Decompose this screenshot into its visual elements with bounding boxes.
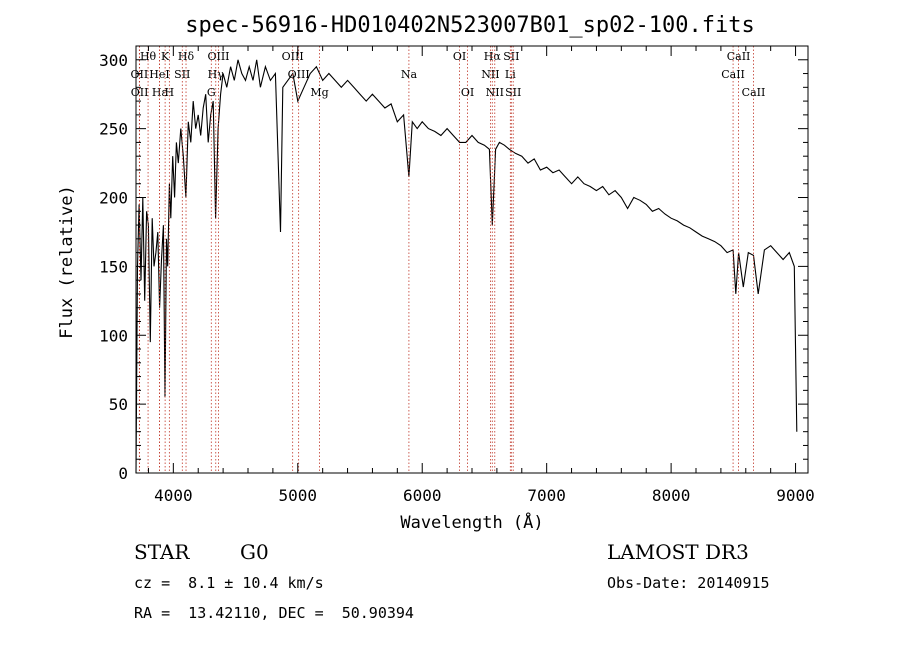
line-marker-label: Mg xyxy=(310,86,328,99)
line-marker-label: CaII xyxy=(727,50,751,63)
x-tick-label: 4000 xyxy=(154,486,193,505)
x-tick-label: 5000 xyxy=(279,486,318,505)
line-marker-label: HeI xyxy=(149,68,169,81)
line-marker-label: SII xyxy=(503,50,519,63)
spectrum-chart: spec-56916-HD010402N523007B01_sp02-100.f… xyxy=(57,13,815,533)
y-tick-label: 100 xyxy=(99,326,128,345)
line-marker-label: OI xyxy=(461,86,474,99)
y-tick-label: 300 xyxy=(99,51,128,70)
x-tick-label: 6000 xyxy=(403,486,442,505)
axes: 4000 5000 6000 7000 8000 9000 0 50 100 150 200 250 3… xyxy=(99,45,815,505)
line-marker-label: Hα xyxy=(484,50,502,63)
survey-name: LAMOST DR3 xyxy=(607,540,749,564)
line-marker-label: OII xyxy=(131,86,149,99)
line-marker-label: Hδ xyxy=(178,50,195,63)
line-marker-label: Na xyxy=(401,68,418,81)
flux-series-line xyxy=(135,59,798,474)
subclass: G0 xyxy=(240,540,269,564)
redshift-readout: cz = 8.1 ± 10.4 km/s xyxy=(134,574,324,592)
line-marker-label: H xyxy=(165,86,175,99)
line-marker-label: SII xyxy=(505,86,521,99)
line-marker-label: NII xyxy=(481,68,499,81)
x-tick-label: 7000 xyxy=(527,486,566,505)
x-axis-label: Wavelength (Å) xyxy=(400,511,543,533)
obs-date: Obs-Date: 20140915 xyxy=(607,574,770,592)
y-tick-label: 150 xyxy=(99,257,128,276)
y-tick-label: 50 xyxy=(109,395,128,414)
x-tick-label: 9000 xyxy=(776,486,815,505)
line-marker-label: OI xyxy=(453,50,466,63)
line-marker-label: Hγ xyxy=(208,68,225,81)
line-marker-label: OIII xyxy=(282,50,304,63)
object-class: STAR xyxy=(134,540,190,564)
line-marker-label: Hθ xyxy=(140,50,157,63)
chart-title: spec-56916-HD010402N523007B01_sp02-100.f… xyxy=(185,13,755,38)
plot-area xyxy=(135,59,798,474)
line-marker-label: OIII xyxy=(288,68,310,81)
line-marker-label: CaII xyxy=(742,86,766,99)
line-marker-label: Li xyxy=(505,68,516,81)
y-tick-label: 0 xyxy=(118,464,128,483)
line-marker-label: OIII xyxy=(207,50,229,63)
line-marker-label: NII xyxy=(486,86,504,99)
y-tick-label: 200 xyxy=(99,189,128,208)
plot-frame xyxy=(135,45,809,474)
line-marker-label: K xyxy=(161,50,170,63)
x-tick-label: 8000 xyxy=(652,486,691,505)
line-marker-label: CaII xyxy=(721,68,745,81)
y-axis-label: Flux (relative) xyxy=(57,185,77,339)
coordinates-readout: RA = 13.42110, DEC = 50.90394 xyxy=(134,604,414,622)
line-marker-label: G xyxy=(207,86,216,99)
y-tick-label: 250 xyxy=(99,120,128,139)
line-marker-label: SII xyxy=(174,68,190,81)
